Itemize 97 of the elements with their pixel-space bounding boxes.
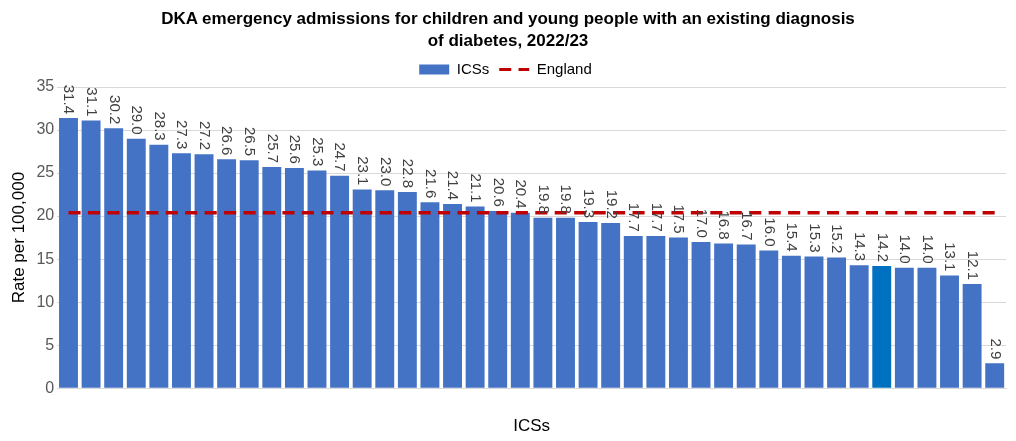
- bar: [827, 257, 847, 388]
- data-label: 17.5: [671, 204, 689, 234]
- bar: [646, 235, 666, 388]
- bar: [736, 244, 756, 388]
- data-label: 25.7: [264, 133, 282, 164]
- bar: [668, 237, 688, 388]
- data-label: 15.4: [784, 222, 802, 252]
- bar: [691, 241, 711, 388]
- data-label: 14.3: [852, 231, 870, 262]
- data-label: 24.7: [332, 142, 350, 172]
- data-label: 19.3: [580, 188, 598, 219]
- y-tick-label: 35: [36, 77, 55, 95]
- y-tick-label: 10: [36, 292, 55, 310]
- data-label: 17.7: [648, 202, 666, 232]
- bar: [307, 170, 327, 388]
- data-label: 14.0: [897, 234, 915, 264]
- bar: [962, 284, 982, 388]
- bar: [284, 167, 304, 388]
- data-label: 20.6: [490, 177, 508, 207]
- data-label: 25.6: [287, 134, 305, 164]
- data-label: 21.6: [422, 169, 440, 199]
- data-label: 27.3: [174, 120, 192, 150]
- bar: [917, 267, 937, 388]
- data-label: 19.8: [558, 184, 576, 214]
- data-label: 17.0: [693, 208, 711, 238]
- bar: [556, 217, 575, 388]
- bar: [104, 128, 124, 388]
- bar: [330, 175, 350, 388]
- bar: [171, 153, 191, 388]
- data-label: 31.1: [83, 87, 101, 117]
- bar: [126, 138, 146, 388]
- bar: [601, 222, 621, 388]
- bar: [578, 222, 598, 388]
- y-axis-title: Rate per 100,000: [8, 171, 28, 304]
- bar: [262, 167, 282, 388]
- data-label: 14.0: [919, 234, 937, 264]
- y-tick-label: 30: [36, 120, 55, 138]
- bar: [375, 190, 395, 388]
- bar: [894, 267, 914, 388]
- data-label: 23.1: [355, 156, 373, 186]
- data-label: 21.1: [467, 173, 485, 203]
- data-label: 16.7: [739, 211, 757, 241]
- data-label: 12.1: [964, 250, 982, 281]
- bar: [533, 217, 553, 388]
- data-label: 2.9: [987, 338, 1005, 360]
- data-label: 19.8: [535, 184, 553, 214]
- data-label: 21.4: [445, 170, 463, 201]
- data-label: 31.4: [61, 84, 79, 114]
- data-label: 25.3: [309, 137, 327, 167]
- data-label: 26.5: [242, 126, 260, 157]
- bar: [443, 204, 462, 388]
- bar: [623, 235, 643, 388]
- bar: [488, 210, 508, 388]
- bar: [781, 255, 801, 388]
- data-label: 29.0: [129, 105, 147, 135]
- data-label: 22.8: [400, 158, 418, 188]
- bar: [420, 202, 440, 388]
- data-label: 15.3: [806, 223, 824, 253]
- bar: [872, 266, 892, 388]
- data-label: 27.2: [196, 120, 214, 151]
- bar: [510, 212, 530, 388]
- data-label: 13.1: [942, 242, 960, 272]
- data-label: 17.7: [626, 202, 644, 232]
- bar: [804, 256, 824, 388]
- y-tick-label: 25: [36, 163, 55, 181]
- bar: [849, 265, 869, 388]
- data-label: 19.2: [603, 189, 621, 219]
- bar: [352, 189, 372, 388]
- bar: [397, 191, 417, 388]
- bar: [759, 250, 779, 388]
- bar: [59, 117, 78, 388]
- bar: [465, 206, 485, 388]
- bar: [940, 275, 959, 388]
- data-label: 16.0: [761, 217, 779, 247]
- legend-label: ICSs: [456, 59, 490, 77]
- bar: [985, 363, 1005, 388]
- y-tick-label: 15: [36, 249, 55, 267]
- data-label: 28.3: [151, 111, 169, 141]
- bar: [239, 160, 259, 388]
- bar: [217, 159, 237, 388]
- data-label: 15.2: [829, 224, 847, 254]
- data-label: 30.2: [106, 95, 124, 125]
- y-tick-label: 20: [36, 206, 55, 224]
- data-label: 26.6: [219, 126, 237, 156]
- y-tick-label: 5: [45, 335, 55, 353]
- y-tick-label: 0: [45, 378, 55, 396]
- bar: [149, 144, 169, 388]
- x-axis-title: ICSs: [513, 416, 551, 436]
- data-label: 14.2: [874, 232, 892, 262]
- data-label: 20.4: [513, 179, 531, 209]
- bar: [714, 243, 734, 388]
- bar: [81, 120, 101, 388]
- data-label: 16.8: [716, 210, 734, 240]
- legend-label: England: [536, 59, 592, 77]
- data-label: 23.0: [377, 157, 395, 187]
- chart-title: DKA emergency admissions for children and young people with an existing diagnosis of diabetes, 2022/23: [160, 8, 856, 52]
- bar: [194, 154, 214, 388]
